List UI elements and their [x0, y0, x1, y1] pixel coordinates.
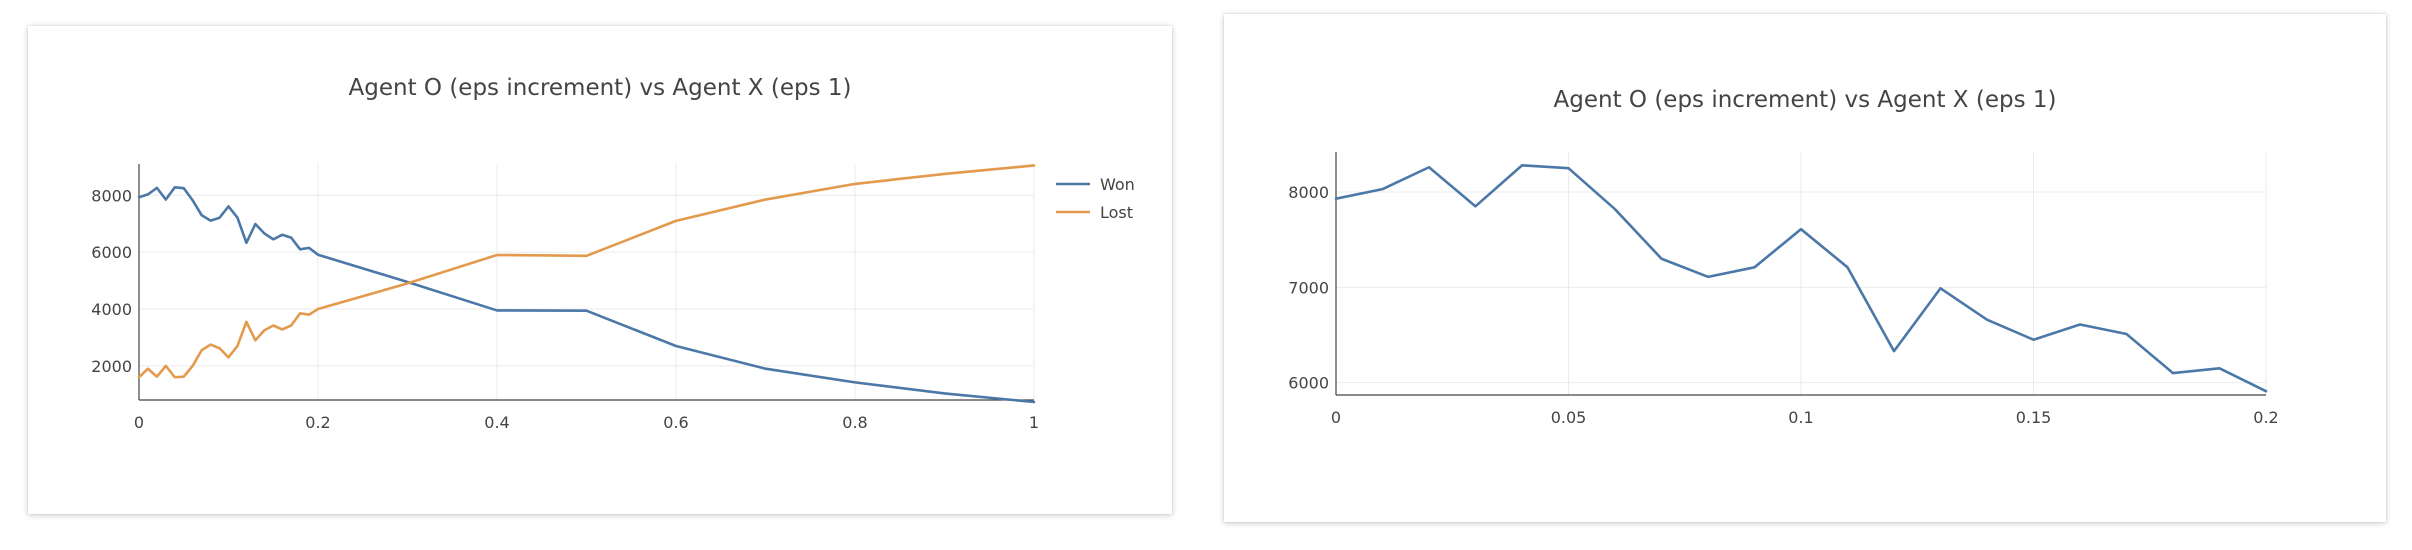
x-tick-label: 0.8	[842, 413, 867, 432]
series-line-won	[137, 186, 1036, 404]
legend-label: Lost	[1100, 203, 1133, 222]
legend-item-lost[interactable]: Lost	[1056, 203, 1133, 222]
axes	[1335, 152, 2266, 396]
y-tick-label: 6000	[1288, 374, 1329, 393]
series-lines	[1334, 164, 2268, 393]
chart-panel-right: Agent O (eps increment) vs Agent X (eps …	[1224, 14, 2386, 522]
line-chart-won-zoom: Agent O (eps increment) vs Agent X (eps …	[1288, 87, 2278, 427]
series-lines	[137, 164, 1036, 404]
axes	[138, 164, 1034, 401]
tick-labels: 0 0.05 0.1 0.15 0.2 6000 7000 8000	[1288, 183, 2278, 427]
x-tick-label: 1	[1029, 413, 1039, 432]
x-tick-label: 0.4	[484, 413, 509, 432]
y-tick-label: 6000	[91, 243, 132, 262]
y-tick-label: 2000	[91, 357, 132, 376]
y-tick-label: 4000	[91, 300, 132, 319]
legend[interactable]: Won Lost	[1056, 175, 1135, 222]
grid	[1335, 152, 2267, 395]
y-tick-label: 8000	[1288, 183, 1329, 202]
grid	[138, 164, 1035, 400]
x-tick-label: 0.15	[2016, 408, 2052, 427]
x-tick-label: 0	[134, 413, 144, 432]
x-tick-label: 0.2	[2253, 408, 2278, 427]
x-tick-label: 0.05	[1551, 408, 1587, 427]
x-tick-label: 0.2	[305, 413, 330, 432]
series-line	[1334, 164, 2268, 393]
y-tick-label: 7000	[1288, 278, 1329, 297]
line-chart-won-lost: Agent O (eps increment) vs Agent X (eps …	[91, 75, 1135, 432]
series-line-lost	[137, 164, 1036, 379]
x-tick-label: 0.1	[1788, 408, 1813, 427]
chart-panel-left: Agent O (eps increment) vs Agent X (eps …	[28, 26, 1172, 514]
x-tick-label: 0.6	[663, 413, 688, 432]
chart-title: Agent O (eps increment) vs Agent X (eps …	[1554, 87, 2057, 113]
chart-title: Agent O (eps increment) vs Agent X (eps …	[349, 75, 852, 101]
legend-label: Won	[1100, 175, 1135, 194]
legend-item-won[interactable]: Won	[1056, 175, 1135, 194]
x-tick-label: 0	[1331, 408, 1341, 427]
tick-labels: 0 0.2 0.4 0.6 0.8 1 2000 4000 6000 8000	[91, 186, 1039, 432]
y-tick-label: 8000	[91, 186, 132, 205]
